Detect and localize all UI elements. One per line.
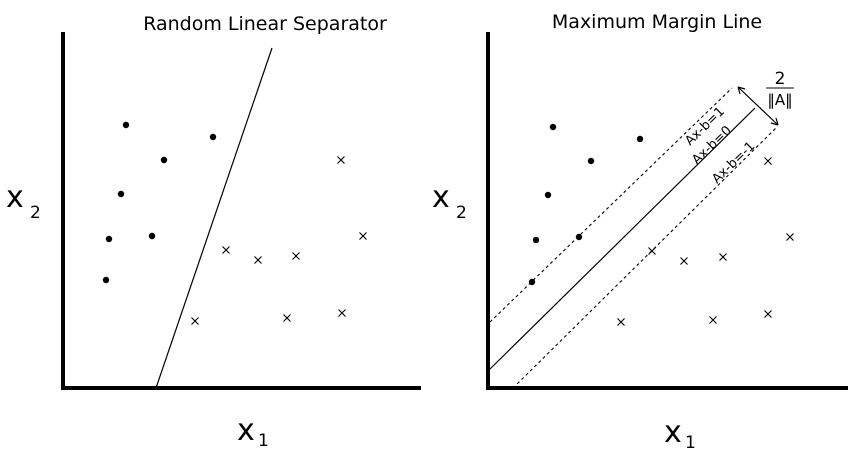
- dot-point: [122, 121, 130, 129]
- dot-point: [160, 156, 168, 164]
- x-point: [338, 309, 346, 317]
- x-point: [292, 252, 300, 260]
- left-title: Random Linear Separator: [143, 13, 387, 35]
- right-x2-subscript: 2: [456, 203, 467, 223]
- dot-point: [102, 276, 110, 284]
- margin-denominator: ‖A‖: [767, 91, 792, 109]
- right-axes: [486, 32, 848, 390]
- upper-margin-line: [489, 87, 733, 323]
- dot-point: [549, 123, 557, 131]
- right-x1-subscript: 1: [685, 433, 696, 453]
- x-point: [337, 156, 345, 164]
- right-x1-label: x: [664, 415, 682, 450]
- x-point: [680, 257, 688, 265]
- dot-point: [209, 133, 217, 141]
- left-points: [102, 121, 367, 325]
- margin-arrow: [737, 86, 779, 126]
- left-axes: [61, 32, 421, 390]
- x-point: [786, 233, 794, 241]
- left-x1-subscript: 1: [258, 431, 269, 451]
- x-point: [764, 157, 772, 165]
- right-x2-label: x: [432, 180, 450, 215]
- left-x2-subscript: 2: [30, 203, 41, 223]
- dot-point: [587, 157, 595, 165]
- x-point: [191, 317, 199, 325]
- max-margin-line: [489, 107, 756, 370]
- dot-point: [117, 190, 125, 198]
- right-title: Maximum Margin Line: [552, 11, 762, 33]
- right-points: [528, 123, 794, 326]
- dot-point: [532, 236, 540, 244]
- dot-point: [636, 135, 644, 143]
- left-x2-label: x: [6, 180, 24, 215]
- dot-point: [544, 191, 552, 199]
- margin-numerator: 2: [775, 69, 786, 89]
- x-point: [709, 316, 717, 324]
- x-point: [719, 253, 727, 261]
- dot-point: [528, 278, 536, 286]
- x-point: [283, 314, 291, 322]
- left-x1-label: x: [237, 413, 255, 448]
- x-point: [254, 256, 262, 264]
- x-point: [222, 246, 230, 254]
- random-separator-line: [155, 47, 273, 389]
- right-panel: Maximum Margin Line Ax-b=1 Ax-b=0 Ax-b=-…: [432, 11, 848, 453]
- x-point: [359, 232, 367, 240]
- dot-point: [105, 235, 113, 243]
- left-panel: Random Linear Separator x 1 x 2: [6, 13, 421, 451]
- x-point: [648, 247, 656, 255]
- lower-margin-line: [512, 126, 778, 389]
- dot-point: [575, 233, 583, 241]
- x-point: [764, 310, 772, 318]
- dot-point: [148, 232, 156, 240]
- x-point: [617, 318, 625, 326]
